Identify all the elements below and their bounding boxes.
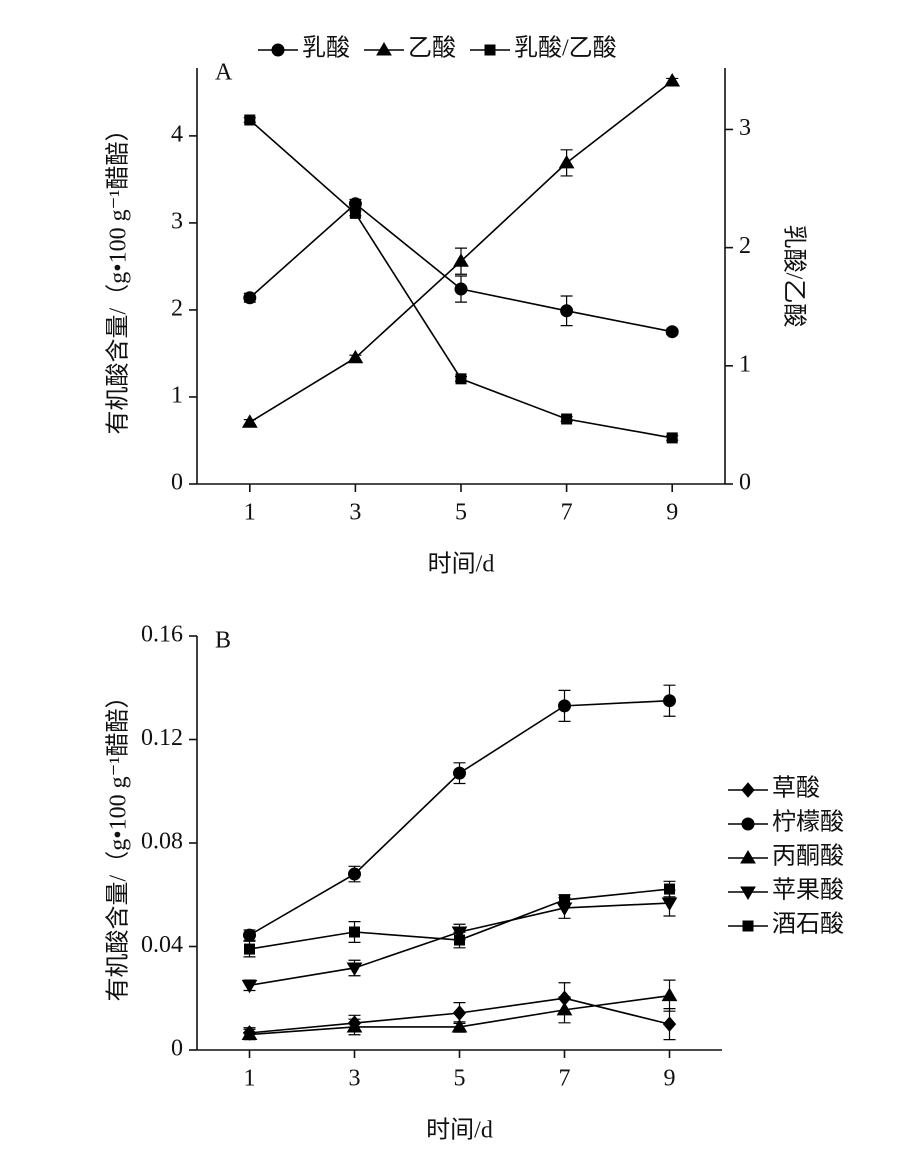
panel-label: A [215, 60, 233, 86]
legend-label: 乳酸 [302, 35, 350, 62]
data-point [454, 282, 468, 296]
x-tick-label: 5 [455, 500, 467, 526]
data-point [454, 934, 465, 946]
y2-tick-label: 3 [739, 115, 751, 141]
legend-marker [740, 886, 756, 900]
y2-tick-label: 0 [739, 470, 751, 496]
x-tick-label: 1 [244, 500, 256, 526]
legend-marker [376, 42, 392, 56]
y-tick-label: 0 [171, 470, 183, 496]
x-tick-label: 5 [454, 1066, 466, 1092]
data-point [664, 883, 675, 895]
legend-marker [741, 782, 755, 798]
data-point [346, 962, 363, 976]
y-tick-label: 0 [171, 1036, 183, 1062]
legend-marker [741, 817, 755, 831]
x-tick-label: 7 [561, 500, 573, 526]
data-point [243, 291, 257, 305]
legend-label: 草酸 [772, 775, 820, 802]
data-point [241, 979, 258, 994]
data-point [241, 414, 258, 428]
data-point [453, 766, 466, 780]
data-point [558, 699, 571, 713]
data-point [558, 154, 575, 169]
data-point [560, 304, 574, 318]
y-tick-label: 0.16 [141, 622, 183, 648]
data-point [349, 207, 361, 219]
x-tick-label: 9 [666, 500, 678, 526]
x-axis-label: 时间/d [426, 1117, 493, 1144]
y-tick-label: 0.08 [141, 829, 183, 855]
data-point [561, 413, 573, 425]
data-point [559, 894, 570, 906]
legend-marker [740, 850, 756, 864]
legend-marker [271, 43, 285, 57]
legend-label: 乳酸/乙酸 [514, 35, 617, 62]
data-point [452, 1005, 467, 1021]
data-point [243, 928, 256, 942]
data-point [455, 373, 467, 385]
panel-label: B [215, 628, 231, 654]
data-point [453, 253, 469, 267]
x-axis-label: 时间/d [428, 551, 495, 578]
y-axis-label: 有机酸含量/（g•100 g⁻¹醋醅） [105, 118, 132, 435]
data-point [661, 897, 678, 912]
data-point [556, 1001, 573, 1016]
legend-marker [742, 920, 754, 932]
x-tick-label: 3 [349, 1066, 361, 1092]
x-tick-label: 3 [349, 500, 361, 526]
y-tick-label: 4 [171, 121, 183, 147]
data-point [666, 432, 678, 444]
data-point [451, 1018, 468, 1033]
y2-axis-label: 乳酸/乙酸 [780, 225, 807, 328]
data-point [663, 694, 676, 708]
y-tick-label: 0.04 [141, 932, 183, 958]
data-point [348, 867, 361, 881]
x-tick-label: 1 [244, 1066, 256, 1092]
y-tick-label: 2 [171, 295, 183, 321]
legend-label: 乙酸 [408, 35, 456, 62]
data-point [661, 987, 678, 1002]
data-point [349, 926, 360, 938]
legend-marker [484, 44, 496, 56]
legend-label: 丙酮酸 [772, 843, 844, 870]
legend-label: 柠檬酸 [772, 809, 844, 836]
data-point [241, 1026, 258, 1040]
y2-tick-label: 2 [739, 233, 751, 259]
data-point [662, 1016, 677, 1032]
data-point [244, 114, 256, 126]
data-point [665, 325, 679, 339]
data-point [664, 73, 681, 87]
data-point [244, 943, 255, 955]
x-tick-label: 7 [559, 1066, 571, 1092]
legend-label: 苹果酸 [772, 877, 844, 904]
y-tick-label: 3 [171, 208, 183, 234]
legend-label: 酒石酸 [772, 911, 844, 938]
y-tick-label: 1 [171, 382, 183, 408]
y2-tick-label: 1 [739, 351, 751, 377]
y-tick-label: 0.12 [141, 725, 183, 751]
x-tick-label: 9 [664, 1066, 676, 1092]
y-axis-label: 有机酸含量/（g•100 g⁻¹醋醅） [105, 685, 132, 1002]
data-point [347, 349, 364, 364]
series-line [249, 699, 670, 936]
data-point [346, 1018, 363, 1033]
